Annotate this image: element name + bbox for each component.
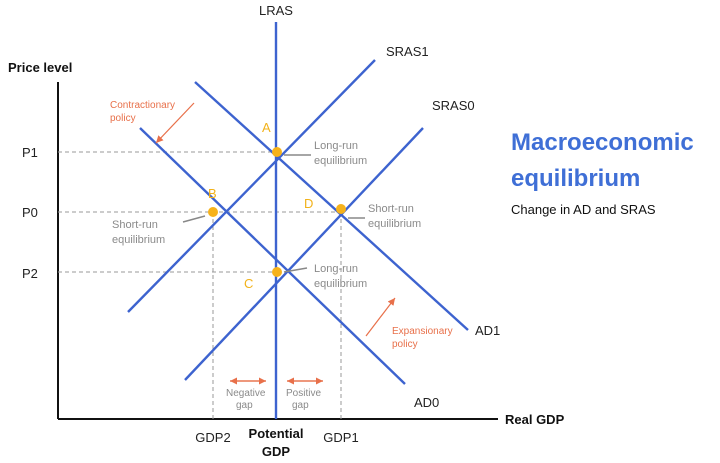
gap-positive-2: gap — [292, 400, 309, 411]
note-long-run-a-1: Long-run — [314, 140, 358, 152]
point-c-label: C — [244, 276, 253, 291]
note-short-run-b-2: equilibrium — [112, 234, 165, 246]
policy-expansionary-1: Expansionary — [392, 326, 453, 337]
point-b — [208, 207, 218, 217]
note-short-run-d-1: Short-run — [368, 203, 414, 215]
ad1-curve — [194, 81, 469, 331]
policy-contractionary-2: policy — [110, 113, 136, 124]
leader-b — [182, 215, 206, 223]
sras0-label: SRAS0 — [432, 98, 475, 113]
point-a — [272, 147, 282, 157]
lras-label: LRAS — [259, 3, 293, 18]
x-tick-potential-1: Potential — [249, 426, 304, 441]
y-axis-title: Price level — [8, 60, 72, 75]
note-long-run-a-2: equilibrium — [314, 155, 367, 167]
points — [208, 147, 346, 277]
x-tick-gdp2: GDP2 — [195, 430, 230, 445]
note-long-run-c-2: equilibrium — [314, 278, 367, 290]
x-axis-title: Real GDP — [505, 412, 565, 427]
point-d — [336, 204, 346, 214]
note-short-run-b-1: Short-run — [112, 219, 158, 231]
sras1-curve — [127, 59, 376, 313]
policy-expansionary-2: policy — [392, 339, 418, 350]
y-tick-p0: P0 — [22, 205, 38, 220]
note-short-run-d-2: equilibrium — [368, 218, 421, 230]
ad0-label: AD0 — [414, 395, 439, 410]
point-a-label: A — [262, 120, 271, 135]
gap-positive-1: Positive — [286, 388, 321, 399]
sras1-label: SRAS1 — [386, 44, 429, 59]
x-tick-gdp1: GDP1 — [323, 430, 358, 445]
x-tick-potential-2: GDP — [262, 444, 291, 459]
policy-contractionary-1: Contractionary — [110, 100, 175, 111]
gap-negative-2: gap — [236, 400, 253, 411]
expansionary-arrow — [365, 297, 396, 337]
title-line-2: equilibrium — [511, 165, 640, 192]
contractionary-arrow — [155, 102, 195, 144]
note-long-run-c-1: Long-run — [314, 263, 358, 275]
gap-negative-1: Negative — [226, 388, 266, 399]
curves — [127, 22, 469, 419]
guide-lines — [58, 151, 342, 419]
sras0-curve — [184, 127, 424, 381]
leader-c — [283, 267, 308, 273]
y-tick-p1: P1 — [22, 145, 38, 160]
subtitle: Change in AD and SRAS — [511, 202, 656, 217]
y-tick-p2: P2 — [22, 266, 38, 281]
point-c — [272, 267, 282, 277]
ad0-curve — [139, 127, 406, 385]
leader-lines — [182, 154, 365, 273]
point-d-label: D — [304, 196, 313, 211]
ad1-label: AD1 — [475, 323, 500, 338]
title-line-1: Macroeconomic — [511, 129, 694, 156]
point-b-label: B — [208, 186, 217, 201]
